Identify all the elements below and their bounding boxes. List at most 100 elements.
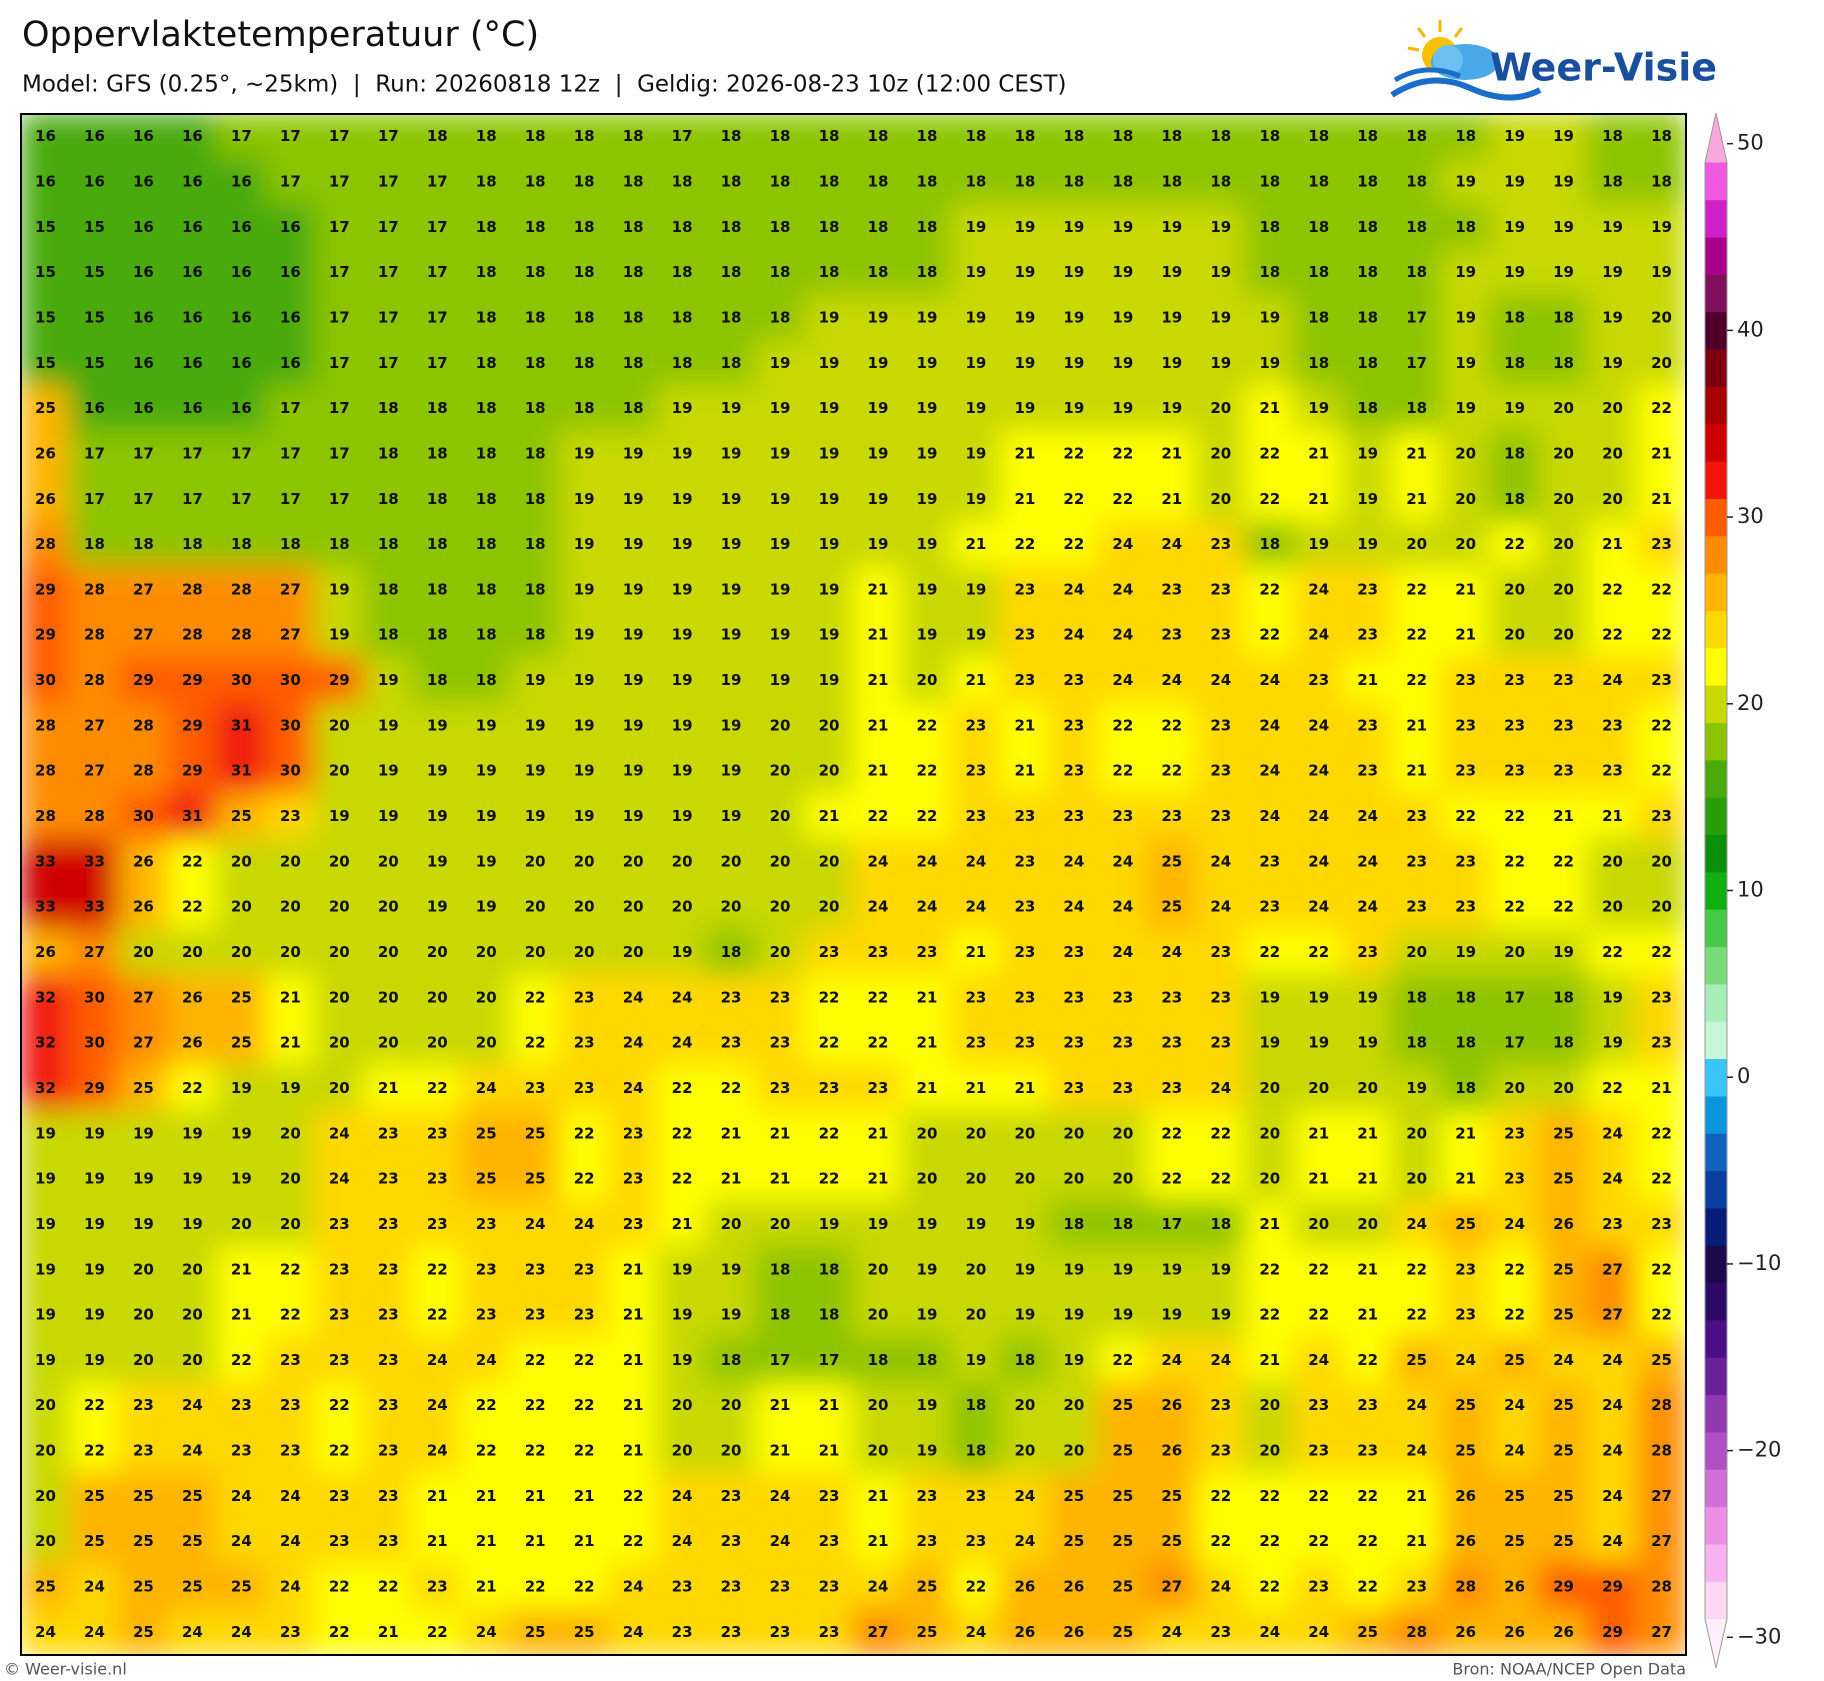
cell-label: 19 bbox=[623, 716, 644, 734]
cell-label: 19 bbox=[672, 626, 693, 644]
cell-label: 18 bbox=[1455, 127, 1476, 145]
cell-label: 18 bbox=[525, 444, 546, 462]
cell-label: 21 bbox=[1259, 1351, 1280, 1369]
cell-label: 15 bbox=[84, 354, 105, 372]
cell-label: 23 bbox=[427, 1578, 448, 1596]
cell-label: 18 bbox=[1455, 988, 1476, 1006]
cell-label: 18 bbox=[525, 535, 546, 553]
cell bbox=[1538, 430, 1590, 478]
cell-label: 19 bbox=[1063, 308, 1084, 326]
colorbar-bin bbox=[1705, 461, 1727, 499]
cell-label: 23 bbox=[1014, 898, 1035, 916]
cell-label: 23 bbox=[819, 1532, 840, 1550]
cell-label: 25 bbox=[231, 1578, 252, 1596]
cell-label: 17 bbox=[1504, 988, 1525, 1006]
cell-label: 19 bbox=[623, 671, 644, 689]
cell-label: 20 bbox=[231, 1215, 252, 1233]
cell-label: 21 bbox=[868, 580, 889, 598]
colorbar-bin bbox=[1705, 1469, 1727, 1508]
cell-label: 24 bbox=[917, 852, 938, 870]
cell bbox=[21, 114, 71, 161]
cell-label: 22 bbox=[427, 1260, 448, 1278]
cell bbox=[1048, 430, 1100, 478]
cell-label: 19 bbox=[329, 626, 350, 644]
cell-label: 21 bbox=[574, 1487, 595, 1505]
cell-label: 19 bbox=[623, 580, 644, 598]
cell bbox=[1195, 838, 1247, 886]
cell bbox=[21, 1064, 71, 1113]
cell-label: 20 bbox=[574, 852, 595, 870]
colorbar-bin bbox=[1705, 1581, 1727, 1620]
cell-label: 22 bbox=[1308, 1487, 1329, 1505]
cell-label: 19 bbox=[672, 762, 693, 780]
cell-label: 23 bbox=[1161, 580, 1182, 598]
cell bbox=[1538, 114, 1590, 161]
cell bbox=[1587, 384, 1639, 433]
cell-label: 19 bbox=[1259, 308, 1280, 326]
cell-label: 21 bbox=[868, 1532, 889, 1550]
cell bbox=[509, 520, 561, 569]
cell bbox=[1195, 158, 1247, 206]
cell-label: 20 bbox=[1504, 626, 1525, 644]
cell-label: 32 bbox=[35, 1079, 56, 1097]
cell-label: 22 bbox=[476, 1442, 497, 1460]
cell bbox=[1587, 1019, 1639, 1067]
cell bbox=[656, 430, 708, 478]
cell bbox=[215, 702, 267, 750]
cell-label: 18 bbox=[1308, 354, 1329, 372]
cell-label: 19 bbox=[476, 852, 497, 870]
cell bbox=[558, 838, 610, 886]
cell bbox=[950, 974, 1002, 1022]
cell bbox=[1440, 838, 1492, 886]
cell bbox=[264, 1110, 316, 1158]
cell-label: 19 bbox=[770, 535, 791, 553]
cell-label: 22 bbox=[1602, 943, 1623, 961]
cell-label: 18 bbox=[721, 172, 742, 190]
cell bbox=[166, 611, 218, 659]
cell-label: 20 bbox=[280, 898, 301, 916]
cell-label: 16 bbox=[84, 399, 105, 417]
cell-label: 22 bbox=[1651, 1306, 1672, 1324]
cell-label: 24 bbox=[1161, 535, 1182, 553]
cell bbox=[68, 203, 120, 251]
cell bbox=[509, 702, 561, 750]
cell-label: 30 bbox=[84, 988, 105, 1006]
cell-label: 23 bbox=[574, 1079, 595, 1097]
cell bbox=[1244, 1064, 1296, 1113]
cell-label: 22 bbox=[819, 988, 840, 1006]
cell-label: 16 bbox=[182, 399, 203, 417]
cell bbox=[607, 114, 659, 161]
cell bbox=[313, 520, 365, 569]
cell-label: 20 bbox=[721, 1396, 742, 1414]
cell bbox=[1391, 475, 1443, 523]
cell-label: 31 bbox=[182, 807, 203, 825]
cell-label: 23 bbox=[1014, 988, 1035, 1006]
cell-label: 22 bbox=[1161, 716, 1182, 734]
cell-label: 17 bbox=[378, 308, 399, 326]
cell bbox=[166, 520, 218, 569]
cell bbox=[509, 974, 561, 1022]
cell-label: 19 bbox=[1504, 399, 1525, 417]
cell bbox=[362, 883, 414, 931]
cell bbox=[999, 339, 1051, 387]
cell-label: 25 bbox=[476, 1170, 497, 1188]
cell bbox=[1342, 792, 1394, 841]
cell-label: 23 bbox=[770, 1623, 791, 1641]
colorbar-label: −20 bbox=[1737, 1438, 1781, 1462]
cell-label: 19 bbox=[1014, 308, 1035, 326]
cell bbox=[1244, 566, 1296, 614]
cell bbox=[607, 792, 659, 841]
cell bbox=[950, 656, 1002, 705]
cell-label: 18 bbox=[1259, 172, 1280, 190]
cell-label: 24 bbox=[525, 1215, 546, 1233]
cell bbox=[1048, 928, 1100, 977]
cell bbox=[1342, 339, 1394, 387]
cell-label: 19 bbox=[231, 1079, 252, 1097]
cell-label: 24 bbox=[672, 1487, 693, 1505]
cell bbox=[1636, 114, 1686, 161]
cell bbox=[705, 838, 757, 886]
cell bbox=[509, 114, 561, 161]
cell-label: 22 bbox=[1210, 1532, 1231, 1550]
cell bbox=[1489, 114, 1541, 161]
cell-label: 21 bbox=[1161, 444, 1182, 462]
